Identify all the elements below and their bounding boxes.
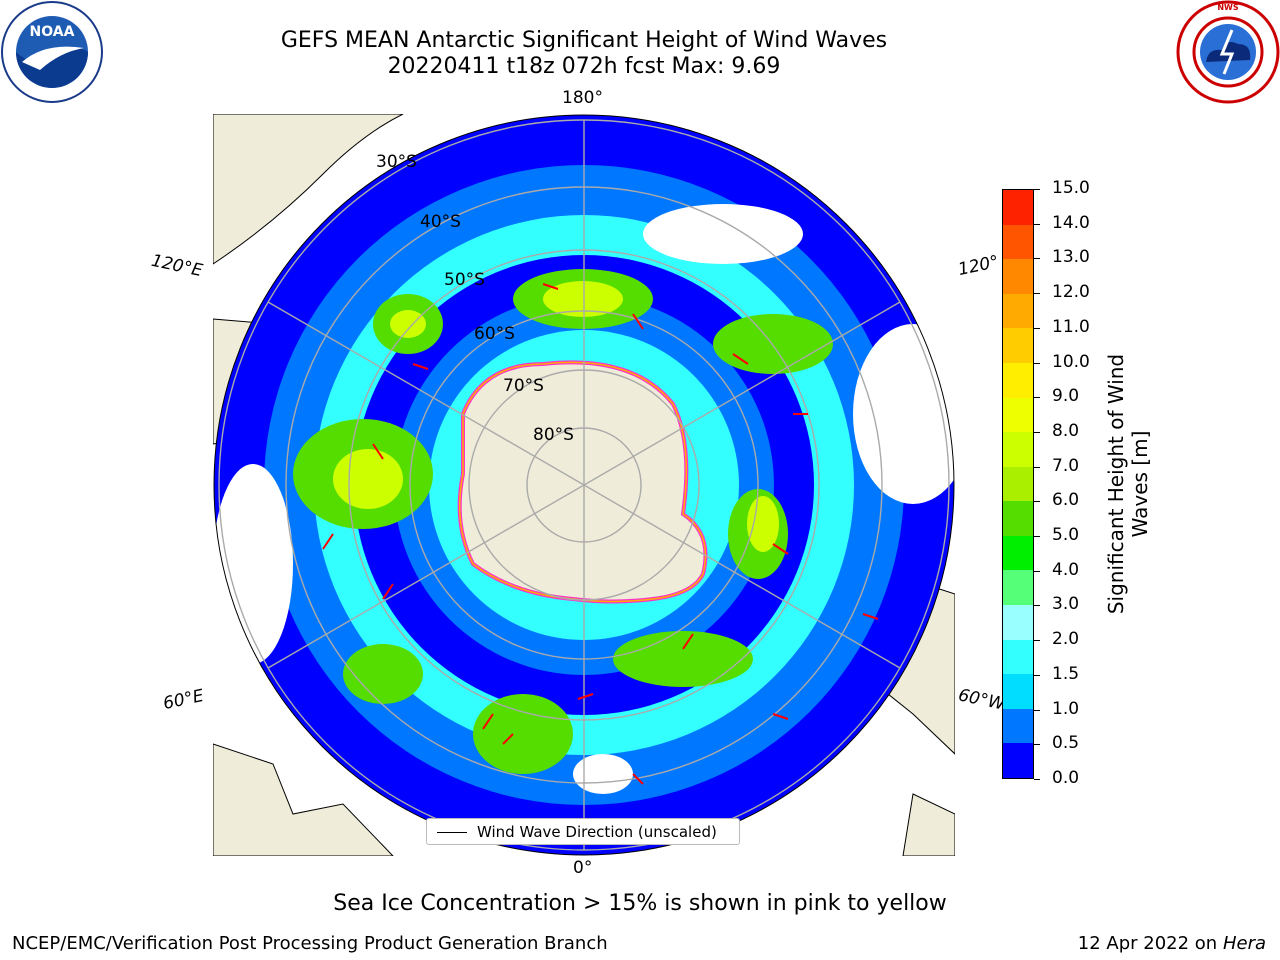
colorbar-segment: [1003, 327, 1033, 363]
colorbar-tick-label: 14.0: [1052, 212, 1090, 233]
lat-label-40s: 40°S: [420, 212, 461, 232]
sea-ice-note: Sea Ice Concentration > 15% is shown in …: [333, 891, 947, 916]
colorbar-segment: [1003, 397, 1033, 433]
polar-map: [213, 114, 955, 856]
colorbar: [1002, 189, 1034, 779]
wind-direction-arrows: [322, 283, 879, 785]
chart-subtitle: 20220411 t18z 072h fcst Max: 9.69: [387, 54, 781, 79]
colorbar-tick-label: 13.0: [1052, 247, 1090, 268]
colorbar-segment: [1003, 708, 1033, 744]
colorbar-tick-label: 2.0: [1052, 629, 1080, 650]
colorbar-segment: [1003, 431, 1033, 467]
chart-title: GEFS MEAN Antarctic Significant Height o…: [280, 28, 888, 53]
colorbar-tick-mark: [1034, 223, 1040, 225]
colorbar-tick-label: 6.0: [1052, 490, 1080, 511]
lat-label-80s: 80°S: [533, 425, 574, 445]
colorbar-segment: [1003, 639, 1033, 675]
noaa-logo: NOAA: [1, 1, 103, 103]
colorbar-segment: [1003, 258, 1033, 294]
colorbar-tick-mark: [1034, 709, 1040, 711]
footer-date: 12 Apr 2022 on Hera: [1078, 933, 1266, 954]
lat-label-30s: 30°S: [376, 152, 417, 172]
colorbar-tick-mark: [1034, 640, 1040, 642]
nws-logo: NWS: [1176, 0, 1280, 104]
lon-label-120w: 120°: [956, 251, 1001, 281]
colorbar-label-line2: Waves [m]: [1128, 430, 1152, 538]
colorbar-tick-label: 10.0: [1052, 351, 1090, 372]
colorbar-tick-mark: [1034, 431, 1040, 433]
graticule: [218, 119, 950, 851]
footer-date-text: 12 Apr 2022 on: [1077, 933, 1223, 954]
colorbar-label: Significant Height of Wind Waves [m]: [1104, 354, 1152, 614]
colorbar-segment: [1003, 466, 1033, 502]
colorbar-tick-label: 7.0: [1052, 455, 1080, 476]
colorbar-tick-mark: [1034, 674, 1040, 676]
colorbar-tick-mark: [1034, 744, 1040, 746]
lat-label-50s: 50°S: [444, 270, 485, 290]
noaa-logo-text: NOAA: [30, 24, 75, 40]
legend-line-swatch: [437, 832, 467, 833]
colorbar-tick-label: 15.0: [1052, 178, 1090, 198]
colorbar-tick-label: 1.5: [1052, 663, 1080, 684]
svg-text:NWS: NWS: [1217, 3, 1239, 12]
colorbar-tick-label: 3.0: [1052, 594, 1080, 615]
colorbar-label-line1: Significant Height of Wind: [1104, 353, 1128, 615]
colorbar-tick-mark: [1034, 293, 1040, 295]
lat-label-70s: 70°S: [503, 376, 544, 396]
colorbar-tick-mark: [1034, 501, 1040, 503]
colorbar-tick-mark: [1034, 536, 1040, 538]
colorbar-tick-mark: [1034, 570, 1040, 572]
colorbar-tick-mark: [1034, 605, 1040, 607]
colorbar-tick-label: 4.0: [1052, 559, 1080, 580]
colorbar-segment: [1003, 673, 1033, 709]
colorbar-segment: [1003, 604, 1033, 640]
lon-label-60e: 60°E: [161, 685, 206, 715]
colorbar-tick-label: 5.0: [1052, 525, 1080, 546]
colorbar-tick-label: 0.5: [1052, 733, 1080, 754]
lat-label-60s: 60°S: [474, 324, 515, 344]
colorbar-tick-mark: [1034, 397, 1040, 399]
lon-label-60w: 60°W: [956, 685, 1007, 715]
colorbar-tick-label: 8.0: [1052, 420, 1080, 441]
map-legend: Wind Wave Direction (unscaled): [426, 818, 740, 845]
colorbar-segment: [1003, 742, 1033, 778]
colorbar-segment: [1003, 224, 1033, 260]
colorbar-segment: [1003, 362, 1033, 398]
colorbar-tick-mark: [1034, 779, 1040, 780]
lon-label-0: 0°: [573, 858, 593, 878]
legend-label: Wind Wave Direction (unscaled): [477, 823, 717, 841]
colorbar-segment: [1003, 189, 1033, 225]
colorbar-segment: [1003, 500, 1033, 536]
colorbar-segment: [1003, 535, 1033, 571]
footer-credit: NCEP/EMC/Verification Post Processing Pr…: [12, 933, 608, 954]
colorbar-segment: [1003, 293, 1033, 329]
lon-label-180: 180°: [562, 88, 603, 108]
colorbar-tick-label: 9.0: [1052, 386, 1080, 407]
footer-host: Hera: [1222, 933, 1266, 954]
colorbar-tick-mark: [1034, 466, 1040, 468]
colorbar-tick-mark: [1034, 189, 1040, 190]
colorbar-tick-label: 0.0: [1052, 768, 1080, 788]
colorbar-tick-mark: [1034, 258, 1040, 260]
colorbar-tick-mark: [1034, 327, 1040, 329]
lon-label-120e: 120°E: [149, 250, 205, 282]
colorbar-tick-label: 11.0: [1052, 316, 1090, 337]
colorbar-segment: [1003, 569, 1033, 606]
colorbar-tick-mark: [1034, 362, 1040, 364]
colorbar-tick-label: 12.0: [1052, 282, 1090, 303]
colorbar-tick-label: 1.0: [1052, 698, 1080, 719]
